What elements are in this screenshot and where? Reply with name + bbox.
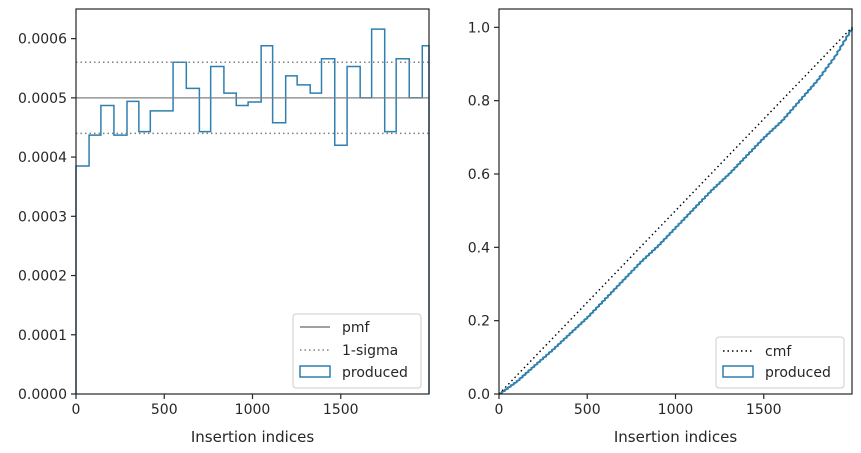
x-tick-label: 500 [151, 402, 178, 418]
legend-produced-swatch [299, 365, 331, 378]
y-tick-label: 0.0004 [18, 150, 67, 166]
legend-pmf-label: pmf [342, 320, 371, 336]
pmf-legend-box [292, 313, 422, 389]
x-tick-label: 1000 [658, 402, 694, 418]
y-tick-label: 1.0 [468, 20, 490, 36]
cmf-x-axis-label: Insertion indices [614, 428, 737, 446]
pmf-histogram-panel: 0 500 1000 1500 0.00000.00010.00020.00030.0… [18, 8, 430, 446]
y-tick-label: 0.6 [468, 167, 490, 183]
x-tick-label: 500 [574, 402, 601, 418]
pmf-plot-area [75, 28, 430, 394]
produced-cmf-curve [498, 27, 853, 395]
cmf-y-ticks: 0.0 0.2 0.4 0.6 0.8 1.0 [468, 20, 499, 403]
pmf-y-ticks: 0.0000 0.0001 0.0002 0.0003 0.0004 0.0005 0.00… [18, 32, 76, 403]
y-tick-label: 0.2 [468, 314, 490, 330]
legend-produced-label: produced [765, 365, 831, 381]
cmf-plot-area [498, 26, 853, 395]
legend-produced-swatch [722, 365, 754, 378]
y-tick-label: 0.0002 [18, 269, 67, 285]
legend-1-sigma-label: 1-sigma [342, 343, 398, 359]
y-tick-label: 0.4 [468, 240, 490, 256]
legend-cmf-label: cmf [765, 344, 792, 360]
x-tick-label: 1500 [323, 402, 359, 418]
pmf-legend: pmf 1-sigma produced [292, 313, 422, 389]
y-tick-label: 0.0006 [18, 32, 67, 48]
y-tick-label: 0.0000 [18, 387, 67, 403]
cmf-panel: 0 500 1000 1500 0.0 0.2 0.4 0.6 0.8 1.0 Insertio… [468, 8, 853, 446]
cmf-legend-box [715, 336, 845, 389]
y-tick-label: 0.0003 [18, 209, 67, 225]
y-tick-label: 0.0 [468, 387, 490, 403]
y-tick-label: 0.0005 [18, 91, 67, 107]
x-tick-label: 1500 [746, 402, 782, 418]
x-tick-label: 0 [495, 402, 504, 418]
y-tick-label: 0.0001 [18, 328, 67, 344]
produced-histogram [75, 28, 430, 394]
pmf-x-axis-label: Insertion indices [191, 428, 314, 446]
cmf-line [498, 26, 853, 395]
x-tick-label: 0 [72, 402, 81, 418]
y-tick-label: 0.8 [468, 94, 490, 110]
pmf-x-ticks: 0 500 1000 1500 [72, 394, 359, 418]
x-tick-label: 1000 [235, 402, 271, 418]
cmf-legend: cmf produced [715, 336, 845, 389]
legend-produced-label: produced [342, 365, 408, 381]
cmf-x-ticks: 0 500 1000 1500 [495, 394, 782, 418]
